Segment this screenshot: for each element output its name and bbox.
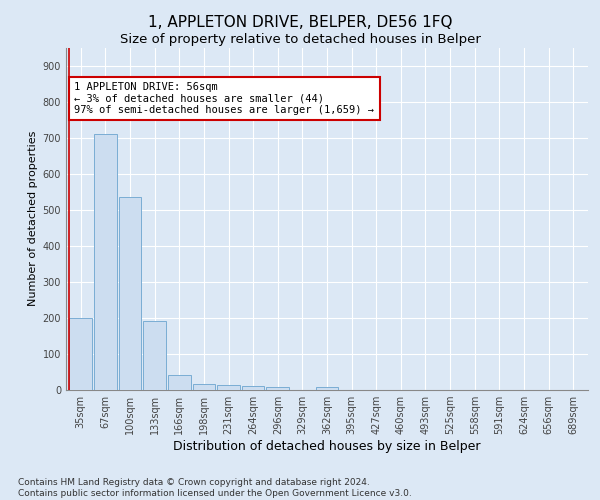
Bar bbox=[168, 375, 191, 390]
Bar bbox=[316, 387, 338, 390]
X-axis label: Distribution of detached houses by size in Belper: Distribution of detached houses by size … bbox=[173, 440, 481, 453]
Y-axis label: Number of detached properties: Number of detached properties bbox=[28, 131, 38, 306]
Bar bbox=[242, 386, 265, 390]
Text: Size of property relative to detached houses in Belper: Size of property relative to detached ho… bbox=[119, 32, 481, 46]
Text: 1, APPLETON DRIVE, BELPER, DE56 1FQ: 1, APPLETON DRIVE, BELPER, DE56 1FQ bbox=[148, 15, 452, 30]
Bar bbox=[217, 385, 240, 390]
Bar bbox=[143, 321, 166, 390]
Bar bbox=[70, 318, 92, 390]
Bar bbox=[266, 387, 289, 390]
Bar bbox=[119, 197, 142, 390]
Bar bbox=[193, 384, 215, 390]
Text: Contains HM Land Registry data © Crown copyright and database right 2024.
Contai: Contains HM Land Registry data © Crown c… bbox=[18, 478, 412, 498]
Bar bbox=[94, 134, 117, 390]
Text: 1 APPLETON DRIVE: 56sqm
← 3% of detached houses are smaller (44)
97% of semi-det: 1 APPLETON DRIVE: 56sqm ← 3% of detached… bbox=[74, 82, 374, 115]
